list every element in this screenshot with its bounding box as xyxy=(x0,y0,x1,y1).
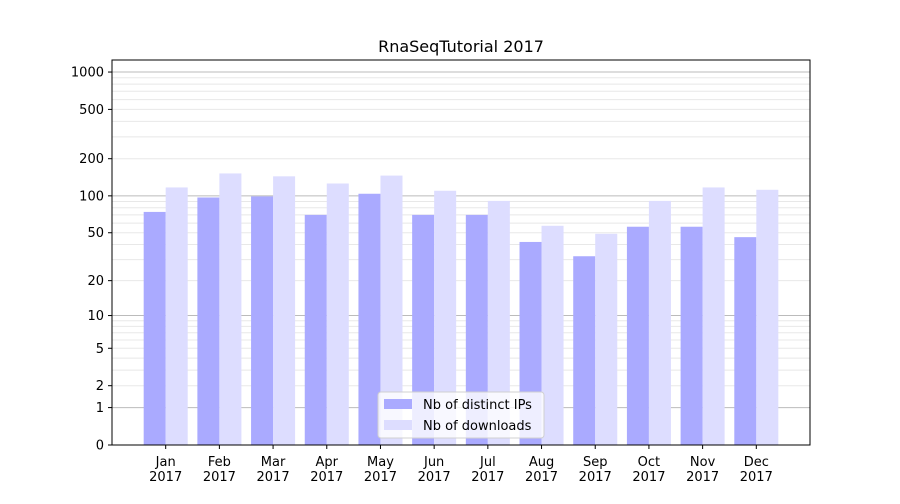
bar-downloads xyxy=(541,225,564,445)
bar-distinct-ips xyxy=(197,197,220,445)
x-tick-label: 2017 xyxy=(257,470,290,485)
bar-downloads xyxy=(648,200,671,445)
bar-distinct-ips xyxy=(412,214,435,445)
bar-downloads xyxy=(434,190,457,445)
bar-downloads xyxy=(595,233,618,445)
y-tick-label: 10 xyxy=(87,309,104,324)
y-tick-label: 5 xyxy=(96,342,104,357)
x-tick-label: May xyxy=(367,455,394,470)
axes-frame xyxy=(111,59,811,446)
bar-distinct-ips xyxy=(251,196,274,445)
bar-downloads xyxy=(702,187,725,445)
bar-distinct-ips xyxy=(358,193,381,445)
y-tick-label: 50 xyxy=(87,226,104,241)
x-axis: Jan2017Feb2017Mar2017Apr2017May2017Jun20… xyxy=(149,445,773,485)
x-tick-label: Sep xyxy=(583,455,608,470)
y-tick-label: 1000 xyxy=(71,66,104,81)
y-tick-label: 500 xyxy=(79,103,104,118)
y-axis: 0 1 2 5 10 20 50 100 200 500 1000 xyxy=(71,66,112,454)
x-tick-label: 2017 xyxy=(471,470,504,485)
bar-distinct-ips xyxy=(734,237,757,445)
bar-distinct-ips xyxy=(143,211,166,445)
bar-distinct-ips xyxy=(626,226,649,445)
bar-downloads xyxy=(380,175,403,445)
legend-box xyxy=(377,391,545,439)
x-tick-label: 2017 xyxy=(418,470,451,485)
y-tick-label: 200 xyxy=(79,152,104,167)
y-tick-label: 100 xyxy=(79,189,104,204)
x-tick-label: 2017 xyxy=(149,470,182,485)
bar-downloads xyxy=(326,183,349,445)
x-tick-label: Jan xyxy=(155,455,176,470)
x-tick-label: 2017 xyxy=(203,470,236,485)
x-tick-label: Jun xyxy=(423,455,444,470)
bar-downloads xyxy=(165,187,188,445)
legend-label: Nb of downloads xyxy=(423,419,532,434)
y-tick-label: 0 xyxy=(96,439,104,454)
x-tick-label: Apr xyxy=(316,455,339,470)
bar-downloads xyxy=(219,173,242,445)
legend-swatch xyxy=(384,420,412,430)
x-tick-label: Jul xyxy=(479,455,496,470)
x-tick-label: 2017 xyxy=(525,470,558,485)
x-tick-label: Nov xyxy=(690,455,716,470)
legend-swatch xyxy=(384,399,412,409)
x-tick-label: Aug xyxy=(529,455,554,470)
x-tick-label: 2017 xyxy=(310,470,343,485)
bar-downloads xyxy=(487,200,510,445)
y-tick-label: 2 xyxy=(96,379,104,394)
bar-distinct-ips xyxy=(573,256,596,445)
y-tick-label: 1 xyxy=(96,401,104,416)
legend: Nb of distinct IPs Nb of downloads xyxy=(377,391,545,439)
chart-title: RnaSeqTutorial 2017 xyxy=(378,37,544,56)
x-tick-label: 2017 xyxy=(364,470,397,485)
x-tick-label: 2017 xyxy=(686,470,719,485)
bar-distinct-ips xyxy=(680,226,703,445)
bar-downloads xyxy=(756,189,779,445)
legend-label: Nb of distinct IPs xyxy=(423,398,532,413)
x-tick-label: Dec xyxy=(744,455,769,470)
x-tick-label: 2017 xyxy=(579,470,612,485)
x-tick-label: Feb xyxy=(208,455,231,470)
y-tick-label: 20 xyxy=(87,274,104,289)
x-tick-label: Mar xyxy=(261,455,286,470)
bar-distinct-ips xyxy=(465,214,488,445)
bar-distinct-ips xyxy=(304,214,327,445)
x-tick-label: 2017 xyxy=(632,470,665,485)
x-tick-label: 2017 xyxy=(740,470,773,485)
x-tick-label: Oct xyxy=(638,455,660,470)
bar-downloads xyxy=(273,176,296,445)
